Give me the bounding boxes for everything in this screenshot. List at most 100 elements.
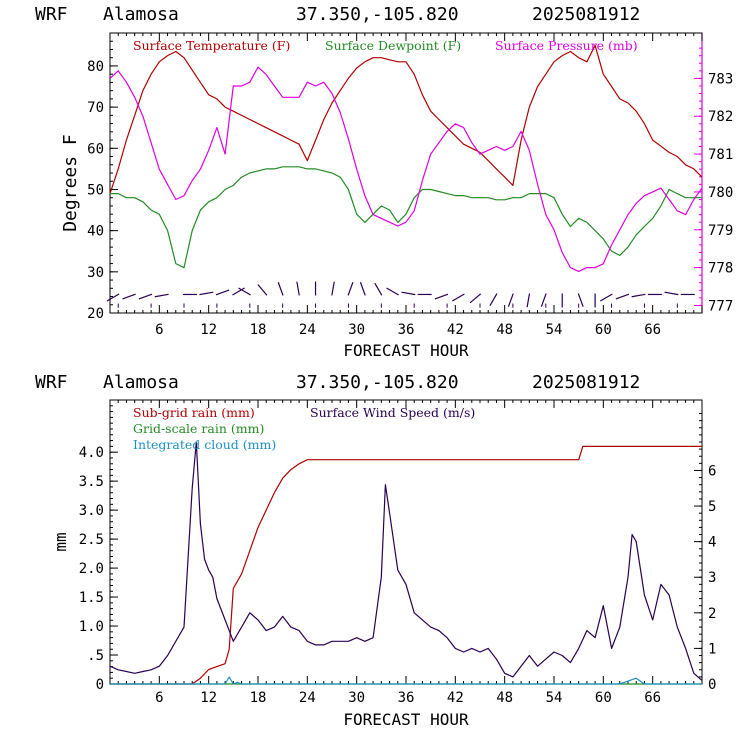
chart-title-coords: 37.350,-105.820: [296, 372, 459, 393]
y-tick-label: .5: [87, 648, 104, 664]
x-tick-label: 66: [644, 690, 661, 706]
y-tick-label: 4.0: [79, 445, 104, 461]
series-line-2: [110, 166, 702, 269]
y-tick-label: 0: [96, 677, 104, 693]
x-tick-label: 54: [546, 322, 563, 338]
wind-barb: [507, 293, 514, 307]
chart-title-model: WRF: [35, 372, 68, 393]
legend-entry: Surface Pressure (mb): [495, 38, 638, 53]
y2-tick-label: 783: [708, 71, 733, 87]
y2-tick-label: 781: [708, 147, 733, 163]
y2-tick-label: 1: [708, 641, 716, 657]
wind-barb: [615, 293, 630, 300]
x-axis-label: FORECAST HOUR: [343, 710, 469, 729]
x-tick-label: 6: [155, 690, 163, 706]
legend-entry: Surface Temperature (F): [133, 38, 290, 53]
x-tick-label: 12: [200, 690, 217, 706]
x-tick-label: 6: [155, 322, 163, 338]
x-tick-label: 42: [447, 690, 464, 706]
wind-barb: [138, 293, 153, 300]
y2-tick-label: 3: [708, 570, 716, 586]
panel-1: WRF Alamosa 37.350,-105.820 2025081912 6 12 18…: [35, 4, 733, 360]
x-tick-label: 54: [546, 690, 563, 706]
y-tick-label: 40: [87, 224, 104, 240]
plot-frame: [109, 32, 703, 314]
x-tick-label: 48: [496, 690, 513, 706]
x-tick-label: 30: [348, 322, 365, 338]
y2-tick-label: 4: [708, 535, 716, 551]
y-tick-label: 70: [87, 100, 104, 116]
y-axis-label: mm: [51, 532, 70, 551]
wind-barb: [526, 293, 531, 308]
series-line-1: [109, 44, 703, 194]
y-tick-label: 2.5: [79, 532, 104, 548]
chart-title-init: 2025081912: [532, 372, 640, 393]
legend-entry: Surface Dewpoint (F): [325, 38, 461, 53]
x-tick-label: 42: [447, 322, 464, 338]
wind-barb: [374, 282, 383, 296]
wind-barb: [296, 281, 300, 296]
wind-barb: [257, 284, 268, 296]
x-tick-label: 30: [348, 690, 365, 706]
series-line-3: [109, 66, 703, 272]
wind-barb: [386, 287, 399, 296]
wind-barb: [331, 281, 335, 296]
wind-barb: [469, 293, 482, 304]
y-tick-label: 50: [87, 182, 104, 198]
y-tick-label: 60: [87, 141, 104, 157]
wind-barb: [664, 291, 679, 296]
wind-barb: [540, 293, 547, 307]
x-tick-label: 36: [398, 322, 415, 338]
wind-barb: [232, 287, 245, 296]
x-tick-label: 24: [299, 322, 316, 338]
wind-barb: [401, 291, 416, 296]
y-tick-label: 3.5: [79, 474, 104, 490]
wind-barb: [451, 293, 465, 302]
chart-title-station: Alamosa: [103, 4, 179, 25]
y-tick-label: 1.0: [79, 619, 104, 635]
wind-barb: [631, 293, 646, 298]
legend-entry: Integrated cloud (mm): [133, 437, 276, 452]
wind-barb: [434, 293, 449, 300]
y2-tick-label: 0: [708, 677, 716, 693]
x-tick-label: 24: [299, 690, 316, 706]
wind-barb: [599, 293, 613, 302]
wind-barb: [238, 287, 251, 296]
chart-title-init: 2025081912: [532, 4, 640, 25]
x-tick-label: 66: [644, 322, 661, 338]
y2-tick-label: 782: [708, 109, 733, 125]
x-tick-label: 48: [496, 322, 513, 338]
x-tick-label: 18: [250, 690, 267, 706]
wind-barb: [277, 282, 284, 296]
y-tick-label: 3.0: [79, 503, 104, 519]
y2-tick-label: 2: [708, 606, 716, 622]
y2-tick-label: 780: [708, 185, 733, 201]
y-tick-label: 1.5: [79, 590, 104, 606]
y2-tick-label: 778: [708, 261, 733, 277]
wind-barb: [347, 282, 354, 296]
wind-barb: [577, 293, 584, 307]
wind-barb: [154, 293, 169, 298]
x-tick-label: 36: [398, 690, 415, 706]
y2-tick-label: 779: [708, 223, 733, 239]
x-tick-label: 12: [200, 322, 217, 338]
x-tick-label: 18: [250, 322, 267, 338]
y-tick-label: 30: [87, 265, 104, 281]
y-tick-label: 20: [87, 306, 104, 322]
x-tick-label: 60: [595, 690, 612, 706]
wind-barb: [122, 293, 136, 300]
wind-barb: [106, 293, 120, 302]
y2-tick-label: 5: [708, 499, 716, 515]
y2-tick-label: 777: [708, 298, 733, 314]
chart-title-station: Alamosa: [103, 372, 179, 393]
x-tick-label: 60: [595, 322, 612, 338]
x-axis-label: FORECAST HOUR: [343, 341, 469, 360]
y-tick-label: 80: [87, 59, 104, 75]
y-tick-label: 2.0: [79, 561, 104, 577]
y-axis-label: Degrees F: [60, 134, 81, 232]
series-line-4: [109, 441, 703, 681]
wind-barb: [215, 289, 230, 296]
wind-barb: [489, 293, 498, 307]
